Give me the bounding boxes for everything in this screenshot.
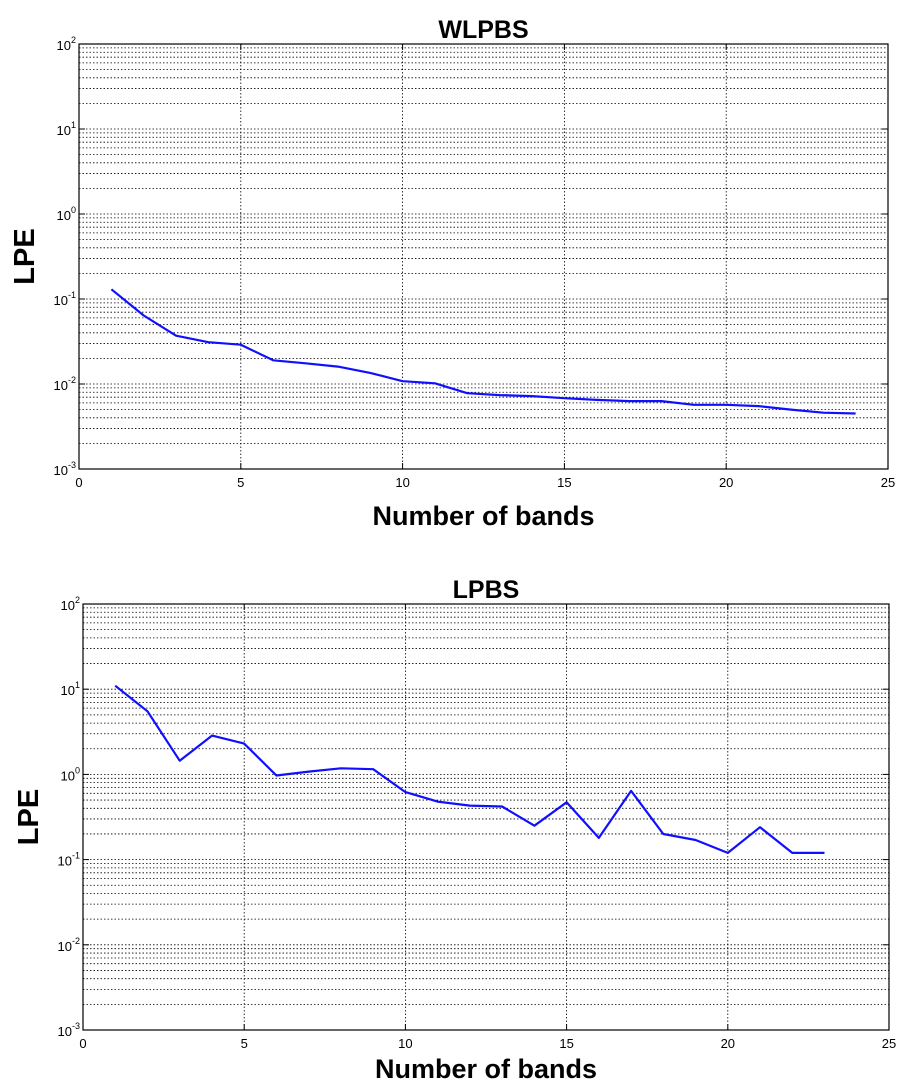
x-tick-label: 25	[881, 475, 895, 490]
chart-title: WLPBS	[438, 16, 528, 44]
y-tick-label: 101	[57, 120, 76, 138]
x-axis-label: Number of bands	[372, 501, 594, 531]
chart-2: 0 5 10 15 20 25 10-3 10-2 10-1 100 101 102 LPBS Numbe…	[13, 576, 896, 1083]
grid	[79, 44, 888, 469]
x-tick-label: 15	[557, 475, 571, 490]
y-tick-label: 10-2	[54, 375, 76, 393]
x-tick-label: 20	[721, 1036, 735, 1051]
series-line	[114, 684, 825, 855]
y-tick-label: 10-1	[58, 851, 80, 869]
x-tick-label: 25	[882, 1036, 896, 1051]
x-tick-label: 20	[719, 475, 733, 490]
x-tick-label: 0	[79, 1036, 86, 1051]
plot-frame	[82, 603, 890, 1031]
series-line	[110, 288, 856, 415]
y-tick-label: 100	[57, 205, 76, 223]
x-tick-label: 5	[237, 475, 244, 490]
y-tick-label: 10-1	[54, 290, 76, 308]
x-tick-label: 10	[398, 1036, 412, 1051]
plot-frame	[78, 43, 889, 470]
y-tick-label: 10-3	[54, 460, 76, 478]
chart-title: LPBS	[453, 576, 520, 604]
tick-marks	[78, 43, 889, 470]
grid	[83, 604, 889, 1030]
y-tick-label: 10-3	[58, 1021, 80, 1039]
x-axis-label: Number of bands	[375, 1054, 597, 1083]
x-tick-label: 0	[75, 475, 82, 490]
x-tick-label: 5	[241, 1036, 248, 1051]
y-tick-label: 10-2	[58, 936, 80, 954]
x-tick-label: 15	[559, 1036, 573, 1051]
y-tick-label: 102	[57, 35, 76, 53]
y-axis-label: LPE	[9, 228, 41, 284]
y-axis-label: LPE	[13, 789, 45, 845]
y-tick-label: 101	[61, 680, 80, 698]
tick-marks	[82, 603, 890, 1031]
x-tick-label: 10	[395, 475, 409, 490]
y-tick-label: 102	[61, 595, 80, 613]
chart-1: 0 5 10 15 20 25 10-3 10-2 10-1 100 101 102 WLPBS Numb…	[9, 16, 895, 531]
y-tick-label: 100	[61, 765, 80, 783]
